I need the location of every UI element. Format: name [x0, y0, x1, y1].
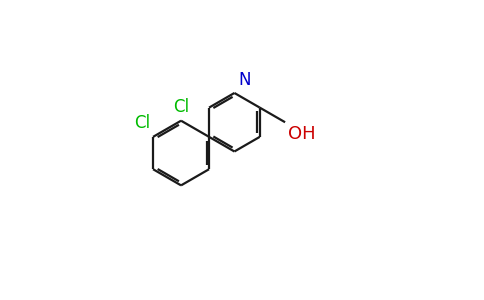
Text: OH: OH: [288, 125, 316, 143]
Text: N: N: [238, 71, 251, 89]
Text: Cl: Cl: [173, 98, 189, 116]
Text: Cl: Cl: [134, 114, 150, 132]
